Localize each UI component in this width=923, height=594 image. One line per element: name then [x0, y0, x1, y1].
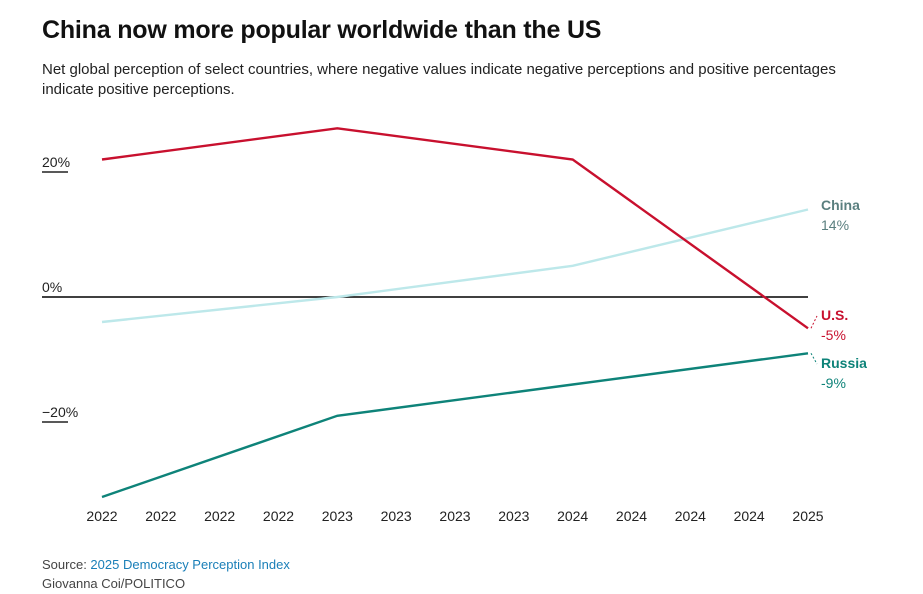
- label-leader-russia: [810, 353, 818, 365]
- series-lines: [101, 127, 809, 499]
- x-tick-label: 2024: [734, 508, 765, 524]
- chart-title: China now more popular worldwide than th…: [42, 16, 602, 44]
- series-name-russia: Russia: [821, 355, 867, 371]
- x-tick-label: 2022: [86, 508, 117, 524]
- x-tick-label: 2023: [322, 508, 353, 524]
- series-line-us: [101, 127, 809, 330]
- source-prefix: Source:: [42, 557, 91, 572]
- x-tick-label: 2022: [145, 508, 176, 524]
- y-tick-label: 20%: [42, 154, 70, 170]
- footer: Source: 2025 Democracy Perception Index …: [42, 555, 290, 593]
- x-tick-label: 2024: [616, 508, 647, 524]
- x-axis: 2022 2022 2022 2022 2023 2023 2023 2023 2024 2024…: [86, 508, 823, 524]
- x-tick-label: 2022: [204, 508, 235, 524]
- series-name-us: U.S.: [821, 307, 848, 323]
- label-leader-us: [810, 315, 818, 329]
- series-value-us: -5%: [821, 327, 846, 343]
- x-tick-label: 2024: [557, 508, 588, 524]
- y-tick-label: 0%: [42, 279, 62, 295]
- source-line: Source: 2025 Democracy Perception Index: [42, 555, 290, 574]
- source-link[interactable]: 2025 Democracy Perception Index: [90, 557, 290, 572]
- series-name-china: China: [821, 197, 860, 213]
- chart-subtitle: Net global perception of select countrie…: [42, 61, 836, 98]
- x-tick-label: 2023: [439, 508, 470, 524]
- series-line-china: [101, 208, 809, 324]
- series-line-russia: [101, 352, 809, 499]
- series-value-china: 14%: [821, 217, 849, 233]
- x-tick-label: 2022: [263, 508, 294, 524]
- y-tick-label: −20%: [42, 404, 78, 420]
- credit: Giovanna Coi/POLITICO: [42, 576, 186, 591]
- x-tick-label: 2025: [792, 508, 823, 524]
- x-tick-label: 2024: [675, 508, 706, 524]
- x-tick-label: 2023: [498, 508, 529, 524]
- y-axis: 20% 0% −20%: [42, 154, 808, 423]
- series-value-russia: -9%: [821, 375, 846, 391]
- series-labels: U.S. -5% China 14% Russia -9%: [810, 197, 867, 391]
- x-tick-label: 2023: [381, 508, 412, 524]
